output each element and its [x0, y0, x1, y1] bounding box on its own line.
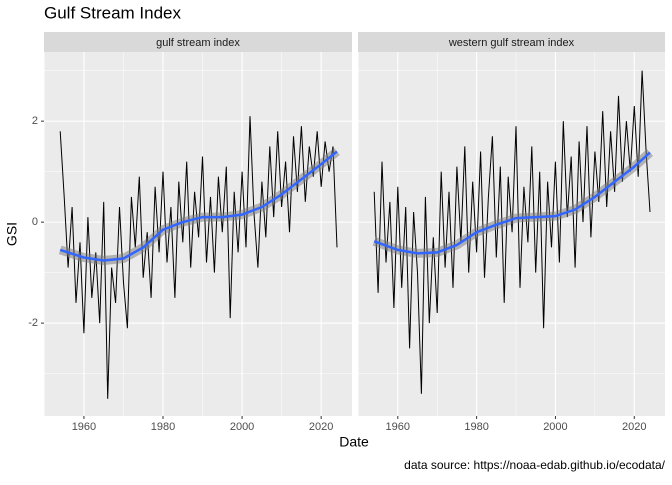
smooth-line: [373, 151, 651, 255]
y-axis-title: GSI: [4, 222, 20, 246]
line: [59, 116, 338, 399]
x-axis-title: Date: [339, 434, 369, 450]
chart-title: Gulf Stream Index: [44, 3, 182, 22]
x-tick-label: 2000: [230, 421, 254, 433]
x-tick-label: 1980: [151, 421, 175, 433]
smooth-line: [59, 150, 338, 262]
strip-label: western gulf stream index: [448, 37, 575, 49]
y-tick-label: 0: [32, 216, 38, 228]
x-tick-label: 1960: [386, 421, 410, 433]
x-tick-label: 2020: [622, 421, 646, 433]
caption: data source: https://noaa-edab.github.io…: [404, 458, 666, 472]
strip: [358, 32, 665, 52]
x-tick-label: 2000: [543, 421, 567, 433]
y-tick-label: 2: [32, 115, 38, 127]
panel: [358, 52, 665, 416]
x-tick-label: 1980: [464, 421, 488, 433]
line: [373, 70, 651, 394]
x-tick-label: 1960: [72, 421, 96, 433]
strip-label: gulf stream index: [156, 37, 240, 49]
x-tick-label: 2020: [309, 421, 333, 433]
y-tick-label: -2: [28, 317, 38, 329]
strip: [44, 32, 352, 52]
